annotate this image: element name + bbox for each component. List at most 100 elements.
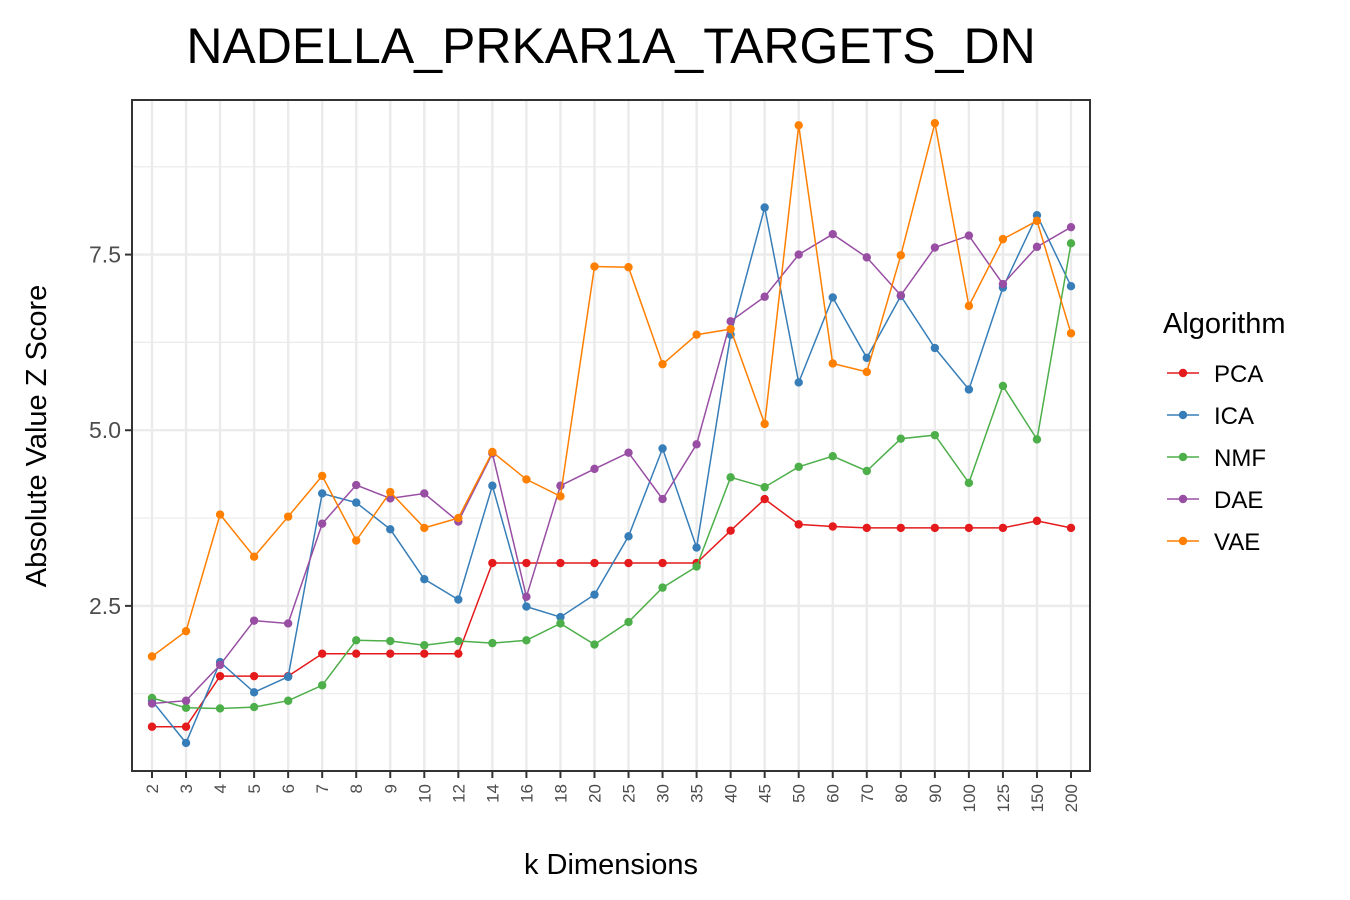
data-point (454, 649, 463, 658)
data-point (658, 583, 667, 592)
x-tick-label: 40 (722, 784, 741, 803)
data-point (147, 699, 157, 708)
data-point (930, 523, 940, 533)
data-point (896, 251, 906, 260)
data-point (522, 475, 531, 484)
data-point (862, 353, 871, 363)
data-point (726, 526, 735, 535)
x-tick-label: 20 (585, 784, 604, 803)
data-point (998, 279, 1008, 289)
data-point (454, 636, 463, 646)
data-point (317, 681, 327, 690)
data-point (692, 562, 701, 571)
x-tick-label: 12 (449, 784, 468, 803)
data-point (215, 510, 225, 519)
data-point (964, 385, 974, 394)
legend-key-point (1178, 410, 1188, 420)
data-point (283, 512, 293, 521)
series-group (147, 118, 1076, 748)
data-point (624, 617, 633, 627)
data-point (896, 291, 906, 300)
data-point (930, 118, 940, 128)
y-axis: 2.5 5.0 7.5 (89, 242, 132, 619)
data-point (556, 481, 565, 490)
data-point (420, 489, 429, 498)
data-point (454, 595, 463, 604)
legend-item-dae: DAE (1167, 487, 1263, 514)
data-point (420, 649, 429, 658)
data-point (590, 464, 599, 474)
x-tick-label: 3 (177, 784, 196, 793)
y-axis-title: Absolute Value Z Score (21, 285, 53, 588)
data-point (930, 430, 940, 440)
data-point (522, 636, 531, 645)
x-tick-label: 7 (313, 784, 332, 793)
y-tick-label: 7.5 (89, 242, 121, 268)
data-point (181, 722, 191, 731)
data-point (420, 574, 429, 584)
series-line (151, 123, 1072, 658)
data-point (215, 671, 225, 681)
x-tick-label: 80 (892, 784, 911, 803)
data-point (420, 523, 429, 533)
data-point (1032, 516, 1042, 526)
x-tick-label: 5 (245, 784, 264, 793)
data-point (794, 378, 803, 387)
data-point (317, 519, 327, 528)
data-point (317, 489, 327, 498)
data-point (317, 649, 327, 658)
legend-label: ICA (1214, 403, 1254, 430)
data-point (386, 649, 395, 658)
series-pca (147, 494, 1076, 731)
data-point (1032, 242, 1042, 252)
data-point (488, 638, 497, 648)
data-point (1032, 435, 1042, 444)
data-point (556, 619, 565, 628)
series-vae (147, 118, 1076, 661)
data-point (726, 324, 735, 334)
data-point (964, 301, 974, 311)
data-point (1066, 222, 1076, 232)
data-point (726, 317, 735, 326)
x-tick-label: 50 (790, 784, 809, 803)
data-point (352, 649, 361, 658)
legend-item-pca: PCA (1167, 361, 1263, 388)
data-point (828, 522, 837, 531)
data-point (1066, 239, 1076, 248)
x-tick-label: 4 (211, 784, 230, 793)
data-point (624, 448, 633, 457)
data-point (828, 230, 837, 239)
data-point (760, 292, 769, 301)
data-point (556, 492, 565, 501)
data-point (181, 703, 191, 712)
data-point (147, 652, 157, 661)
x-tick-label: 16 (517, 784, 536, 803)
data-point (283, 696, 293, 705)
grid (132, 100, 1090, 771)
x-tick-label: 30 (654, 784, 673, 803)
data-point (215, 704, 225, 713)
data-point (590, 590, 599, 599)
data-point (692, 330, 701, 339)
data-point (998, 234, 1008, 244)
data-point (522, 602, 531, 611)
y-tick-label: 5.0 (89, 417, 121, 443)
data-point (522, 558, 531, 568)
data-point (283, 619, 293, 628)
x-tick-label: 10 (415, 784, 434, 803)
x-tick-label: 18 (551, 784, 570, 803)
y-tick-label: 2.5 (89, 593, 121, 619)
series-line (151, 226, 1072, 705)
data-point (249, 688, 259, 697)
data-point (386, 487, 395, 497)
legend-key-point (1178, 494, 1188, 504)
data-point (862, 367, 871, 377)
data-point (181, 626, 191, 636)
data-point (556, 558, 565, 568)
data-point (181, 738, 191, 748)
data-point (590, 558, 599, 568)
data-point (352, 536, 361, 545)
data-point (249, 702, 259, 712)
data-point (386, 636, 395, 646)
